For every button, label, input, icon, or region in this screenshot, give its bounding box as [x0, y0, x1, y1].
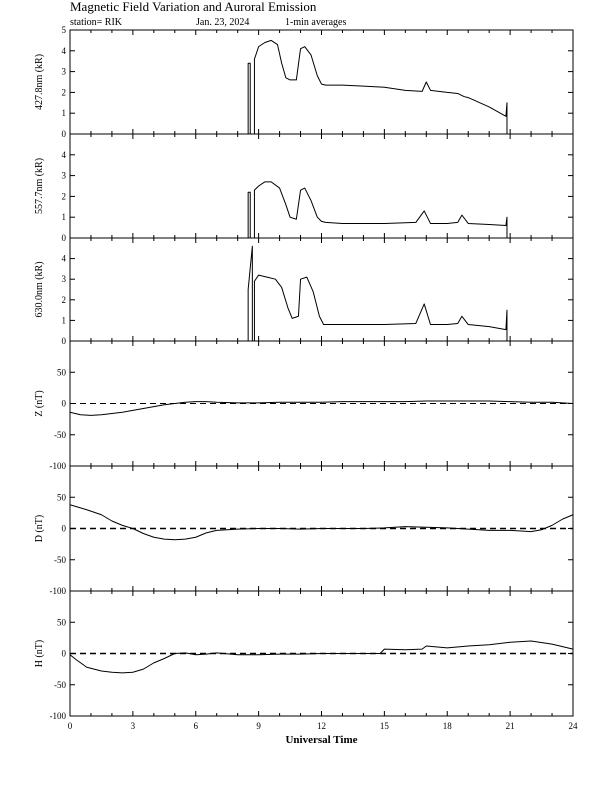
panel-4: -100 -50 0 50 Z (nT) — [34, 340, 574, 471]
y-tick-label: 50 — [57, 492, 67, 502]
panel-6: -100 -50 0 50 H (nT) — [34, 590, 574, 721]
panel-1: 0 1 2 3 4 5 427.8nm (kR) — [34, 25, 574, 139]
station-label: station= RIK — [70, 17, 123, 28]
x-tick-label: 21 — [506, 721, 515, 731]
data-trace-3 — [70, 245, 573, 342]
y-tick-label: 50 — [57, 617, 67, 627]
panel-frame — [69, 237, 574, 342]
panels-group: 0 1 2 3 4 5 427.8nm (kR) 0 1 2 3 4 557.7nm (kR) 0 1 2 3 4… — [34, 25, 574, 721]
y-tick-label: 4 — [62, 46, 67, 56]
y-tick-label: 1 — [62, 212, 67, 222]
panel-frame — [69, 133, 574, 239]
panel-frame — [69, 29, 574, 135]
panel-2: 0 1 2 3 4 557.7nm (kR) — [34, 133, 574, 243]
y-tick-label: -50 — [54, 555, 66, 565]
y-tick-label: 3 — [62, 67, 67, 77]
figure-title: Magnetic Field Variation and Auroral Emi… — [70, 0, 317, 14]
x-tick-label: 6 — [194, 721, 199, 731]
x-tick-label: 0 — [68, 721, 73, 731]
y-tick-label: -100 — [50, 461, 67, 471]
y-axis-label: 630.0nm (kR) — [34, 261, 45, 317]
x-tick-label: 12 — [317, 721, 326, 731]
y-axis-label: 557.7nm (kR) — [34, 158, 45, 214]
y-tick-label: 0 — [62, 649, 67, 659]
y-axis-label: D (nT) — [34, 515, 45, 543]
y-tick-label: 1 — [62, 108, 67, 118]
y-tick-label: 0 — [62, 233, 67, 243]
data-trace-4 — [69, 400, 574, 416]
y-tick-label: -50 — [54, 430, 66, 440]
x-tick-label: 9 — [256, 721, 261, 731]
y-tick-label: 2 — [62, 295, 67, 305]
y-tick-label: -100 — [50, 711, 67, 721]
y-tick-label: 2 — [62, 87, 67, 97]
x-axis-label: Universal Time — [285, 734, 357, 746]
y-tick-label: 0 — [62, 129, 67, 139]
y-axis-label: 427.8nm (kR) — [34, 54, 45, 110]
data-trace-1 — [70, 39, 573, 135]
x-tick-label: 3 — [131, 721, 136, 731]
data-trace-6 — [69, 640, 574, 674]
y-tick-label: 4 — [62, 150, 67, 160]
y-tick-label: 0 — [62, 336, 67, 346]
y-tick-label: 5 — [62, 25, 67, 35]
x-axis: 0 3 6 9 12 15 18 21 24 — [68, 721, 578, 731]
y-tick-label: 3 — [62, 171, 67, 181]
y-tick-label: 3 — [62, 274, 67, 284]
y-tick-label: 1 — [62, 315, 67, 325]
averaging-label: 1-min averages — [285, 17, 346, 28]
y-axis-label: H (nT) — [34, 640, 45, 668]
x-tick-label: 24 — [569, 721, 579, 731]
x-tick-label: 15 — [380, 721, 390, 731]
y-tick-label: 50 — [57, 367, 67, 377]
y-tick-label: 0 — [62, 399, 67, 409]
x-tick-label: 18 — [443, 721, 453, 731]
y-axis-label: Z (nT) — [34, 390, 45, 416]
y-tick-label: -100 — [50, 586, 67, 596]
panel-5: -100 -50 0 50 D (nT) — [34, 465, 574, 596]
data-trace-5 — [69, 504, 574, 541]
panel-3: 0 1 2 3 4 630.0nm (kR) — [34, 237, 574, 346]
y-tick-label: 0 — [62, 524, 67, 534]
date-label: Jan. 23, 2024 — [196, 17, 249, 28]
data-trace-2 — [70, 181, 573, 239]
y-tick-label: -50 — [54, 680, 66, 690]
y-tick-label: 2 — [62, 191, 67, 201]
y-tick-label: 4 — [62, 254, 67, 264]
